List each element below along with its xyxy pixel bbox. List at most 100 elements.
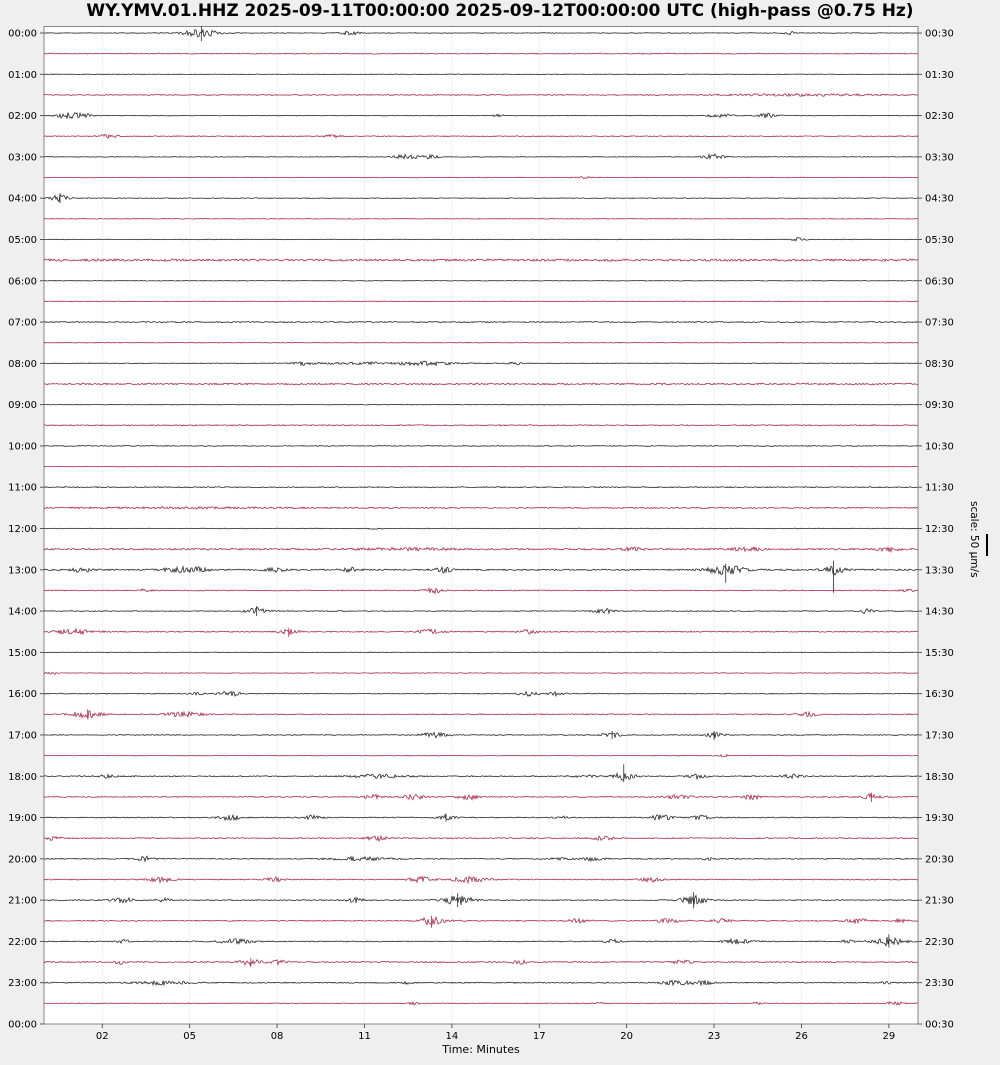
trace-row-0700	[43, 320, 919, 324]
left-time-label: 13:00	[8, 565, 37, 576]
trace-row-0400	[43, 193, 918, 203]
x-tick-label: 08	[271, 1031, 284, 1042]
trace-row-1800	[43, 771, 919, 781]
right-time-label: 12:30	[925, 524, 954, 535]
left-time-label: 06:00	[8, 276, 37, 287]
right-time-label: 01:30	[925, 70, 954, 81]
trace-row-1230	[43, 545, 918, 554]
right-time-label: 10:30	[925, 441, 954, 452]
trace-row-2100	[43, 894, 919, 905]
figure-title: WY.YMV.01.HHZ 2025-09-11T00:00:00 2025-0…	[86, 1, 914, 21]
right-time-label: 05:30	[925, 235, 954, 246]
right-time-label: 23:30	[925, 978, 954, 989]
left-time-label: 02:00	[8, 111, 37, 122]
right-time-label: 04:30	[925, 194, 954, 205]
left-time-label: 01:00	[8, 70, 37, 81]
left-time-label: 16:00	[8, 689, 37, 700]
trace-row-1130	[43, 506, 919, 510]
plot-background	[44, 26, 918, 1024]
x-tick-label: 02	[96, 1031, 109, 1042]
trace-row-1830	[43, 792, 919, 802]
trace-row-2300	[43, 979, 919, 987]
right-time-label: 03:30	[925, 152, 954, 163]
x-tick-label: 17	[533, 1031, 546, 1042]
trace-row-2130	[43, 915, 919, 926]
trace-row-1030	[43, 465, 919, 468]
trace-row-0100	[43, 73, 919, 76]
right-time-label: 02:30	[925, 111, 954, 122]
trace-row-0500	[43, 237, 918, 242]
trace-row-0530	[43, 258, 919, 263]
scale-label: scale: 50 μm/s	[968, 501, 980, 578]
trace-row-0200	[43, 111, 919, 120]
left-time-label: 03:00	[8, 152, 37, 163]
x-tick-label: 14	[445, 1031, 458, 1042]
trace-row-0800	[44, 360, 919, 367]
trace-row-0630	[43, 300, 919, 303]
right-time-label: 06:30	[925, 276, 954, 287]
trace-row-1930	[43, 834, 919, 843]
right-time-label: 00:30	[925, 29, 954, 40]
trace-row-1400	[43, 607, 919, 615]
trace-row-0730	[43, 341, 919, 344]
right-time-label: 17:30	[925, 730, 954, 741]
left-time-label: 00:00	[8, 29, 37, 40]
x-tick-label: 20	[620, 1031, 633, 1042]
right-time-label: 19:30	[925, 813, 954, 824]
left-time-label: 14:00	[8, 607, 37, 618]
x-tick-label: 26	[795, 1031, 808, 1042]
trace-row-1300	[43, 565, 919, 576]
trace-row-0130	[43, 92, 919, 98]
trace-row-0030	[44, 52, 919, 55]
left-time-label: 12:00	[8, 524, 37, 535]
right-time-label: 20:30	[925, 854, 954, 865]
x-tick-label: 29	[882, 1031, 895, 1042]
plot-frame	[43, 26, 919, 1025]
trace-row-0830	[43, 382, 919, 386]
trace-row-0300	[43, 153, 919, 160]
trace-row-1500	[43, 651, 919, 654]
trace-row-0900	[44, 403, 918, 406]
left-time-label: 19:00	[8, 813, 37, 824]
x-tick-label: 05	[183, 1031, 196, 1042]
left-time-label: 10:00	[8, 441, 37, 452]
right-time-label: 00:30	[925, 1020, 954, 1031]
left-time-label: 18:00	[8, 772, 37, 783]
right-time-label: 14:30	[925, 607, 954, 618]
trace-row-2230	[43, 959, 919, 967]
trace-row-0230	[43, 133, 919, 139]
right-time-label: 09:30	[925, 400, 954, 411]
right-time-label: 13:30	[925, 565, 954, 576]
left-time-label: 23:00	[8, 978, 37, 989]
left-time-label: 17:00	[8, 730, 37, 741]
left-time-label: 00:00	[8, 1020, 37, 1031]
trace-row-2030	[43, 875, 919, 885]
trace-row-1700	[43, 730, 918, 739]
left-time-label: 05:00	[8, 235, 37, 246]
trace-row-2200	[43, 936, 919, 947]
left-time-label: 07:00	[8, 318, 37, 329]
right-time-label: 18:30	[925, 772, 954, 783]
trace-row-2330	[43, 1000, 919, 1006]
trace-row-1530	[43, 671, 919, 675]
right-time-label: 15:30	[925, 648, 954, 659]
right-time-label: 08:30	[925, 359, 954, 370]
x-tick-label: 23	[708, 1031, 721, 1042]
right-time-label: 21:30	[925, 896, 954, 907]
left-time-label: 15:00	[8, 648, 37, 659]
x-tick-label: 11	[358, 1031, 371, 1042]
right-time-label: 07:30	[925, 318, 954, 329]
trace-row-1600	[43, 690, 918, 698]
left-time-label: 09:00	[8, 400, 37, 411]
trace-row-0930	[43, 424, 919, 427]
trace-row-0600	[43, 280, 919, 282]
trace-row-0430	[43, 218, 918, 220]
left-time-label: 04:00	[8, 194, 37, 205]
trace-row-2000	[44, 855, 919, 863]
trace-row-1200	[43, 527, 919, 530]
trace-row-1630	[43, 710, 919, 720]
left-time-label: 22:00	[8, 937, 37, 948]
x-axis-label: Time: Minutes	[442, 1043, 520, 1056]
trace-row-1730	[43, 753, 919, 758]
